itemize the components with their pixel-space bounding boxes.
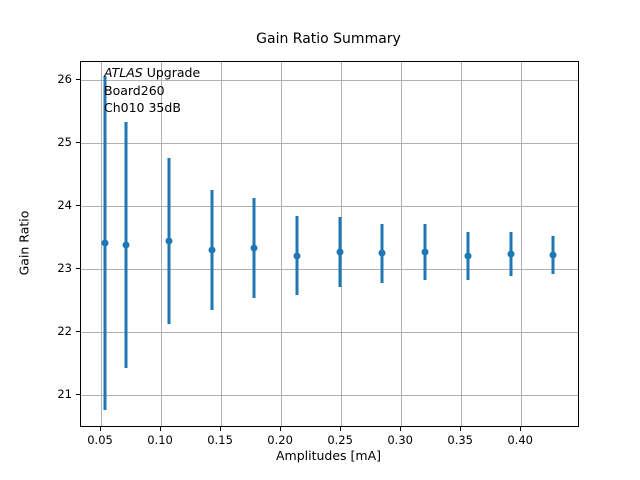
x-tick-label: 0.10 [147, 433, 173, 447]
x-tick-label: 0.25 [327, 433, 353, 447]
x-tick [520, 427, 522, 431]
x-tick [220, 427, 222, 431]
data-point-marker [122, 241, 130, 249]
y-tick [76, 267, 80, 269]
x-tick [160, 427, 162, 431]
data-point-marker [464, 252, 472, 260]
annotation-atlas: ATLAS [104, 65, 143, 80]
annotation-line-1: ATLAS Upgrade [104, 64, 200, 82]
gridline-horizontal [81, 394, 578, 396]
x-tick-label: 0.35 [447, 433, 473, 447]
y-tick [76, 204, 80, 206]
gridline-horizontal [81, 143, 578, 145]
data-point-marker [549, 251, 557, 259]
x-tick [100, 427, 102, 431]
gridline-vertical [281, 62, 283, 426]
y-tick-label: 26 [57, 72, 72, 87]
gridline-vertical [521, 62, 523, 426]
x-tick-label: 0.20 [267, 433, 293, 447]
x-tick-label: 0.15 [207, 433, 233, 447]
y-tick-label: 24 [57, 197, 72, 212]
annotation-line-2: Board260 [104, 82, 165, 98]
gridline-vertical [401, 62, 403, 426]
gridline-horizontal [81, 205, 578, 207]
y-tick-label: 21 [57, 386, 72, 401]
data-point-marker [250, 244, 258, 252]
annotation: ATLAS Upgrade Board260 Ch010 35dB [104, 64, 200, 117]
x-tick [460, 427, 462, 431]
y-tick [76, 393, 80, 395]
gridline-horizontal [81, 331, 578, 333]
y-tick [76, 142, 80, 144]
x-tick [280, 427, 282, 431]
gridline-horizontal [81, 268, 578, 270]
x-tick [400, 427, 402, 431]
plot-area [80, 61, 579, 427]
data-point-marker [507, 250, 515, 258]
chart-title: Gain Ratio Summary [256, 31, 401, 47]
data-point-marker [165, 237, 173, 245]
gridline-vertical [461, 62, 463, 426]
annotation-upgrade: Upgrade [142, 65, 201, 80]
data-point-marker [421, 248, 429, 256]
data-point-marker [293, 252, 301, 260]
x-tick-label: 0.40 [507, 433, 534, 447]
annotation-line-3: Ch010 35dB [104, 100, 181, 115]
x-tick-label: 0.30 [387, 433, 413, 447]
x-tick-label: 0.05 [87, 433, 113, 447]
y-tick-label: 23 [57, 260, 72, 275]
gridline-vertical [341, 62, 343, 426]
gridline-horizontal [81, 80, 578, 82]
data-point-marker [378, 249, 386, 257]
data-point-marker [336, 248, 344, 256]
gridline-vertical [221, 62, 223, 426]
data-point-marker [101, 239, 109, 247]
x-tick [340, 427, 342, 431]
y-axis-label: Gain Ratio [16, 210, 32, 276]
data-point-marker [208, 246, 216, 254]
y-tick-label: 22 [57, 323, 72, 338]
y-tick [76, 330, 80, 332]
gridline-vertical [161, 62, 163, 426]
x-axis-label: Amplitudes [mA] [275, 448, 382, 463]
y-tick-label: 25 [57, 135, 72, 150]
y-tick [76, 79, 80, 81]
